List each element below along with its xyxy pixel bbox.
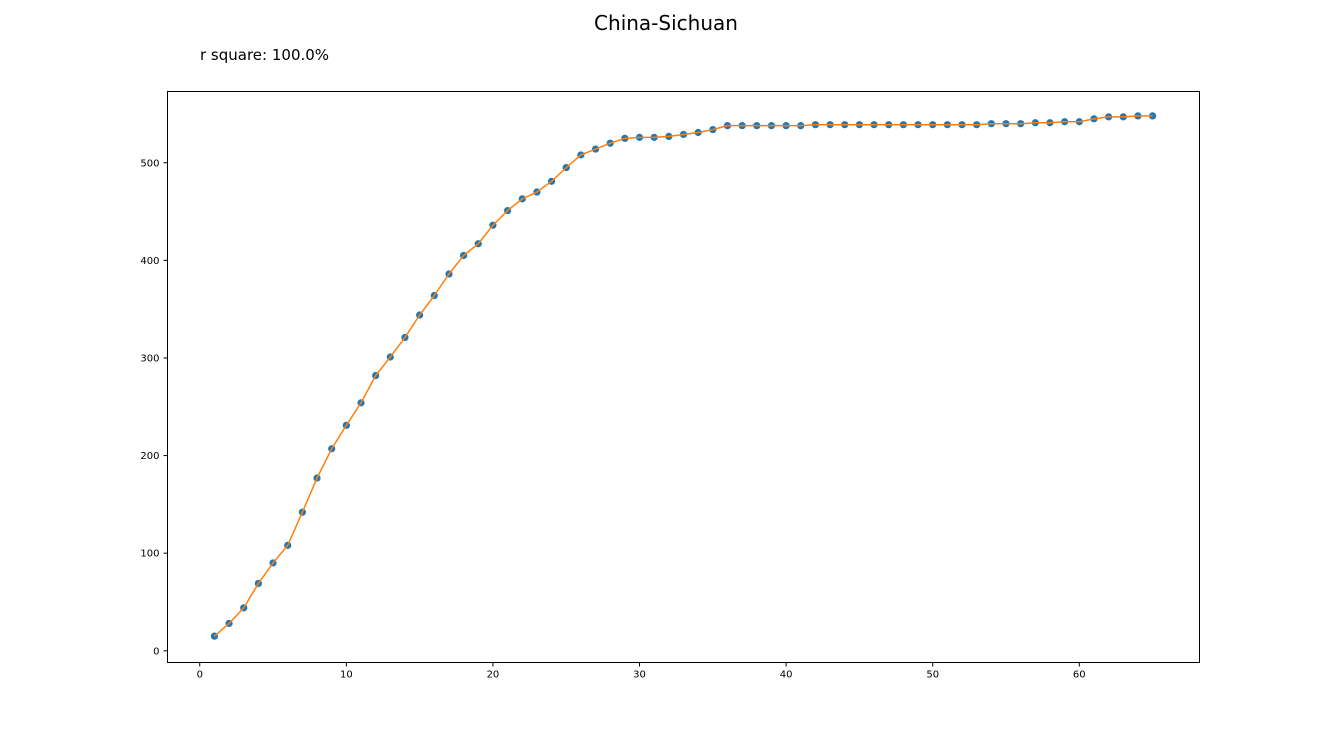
x-tick-label: 30 — [633, 670, 646, 681]
y-tick-label: 100 — [140, 549, 159, 560]
x-tick-label: 10 — [340, 670, 353, 681]
plot-area — [210, 112, 1157, 640]
x-tick-label: 40 — [780, 670, 793, 681]
x-axis: 0 10 20 30 40 50 60 — [197, 662, 1086, 681]
y-tick-label: 400 — [140, 256, 159, 267]
y-axis: 0 100 200 300 400 500 — [140, 158, 168, 657]
r-square-label: r square: 100.0% — [200, 46, 329, 64]
x-tick-label: 60 — [1073, 670, 1086, 681]
fit-line — [213, 115, 1153, 637]
y-tick-label: 0 — [153, 646, 159, 657]
x-tick-label: 0 — [197, 670, 203, 681]
x-tick-label: 20 — [487, 670, 500, 681]
y-tick-label: 500 — [140, 158, 159, 169]
y-tick-label: 300 — [140, 353, 159, 364]
plot-frame — [167, 91, 1200, 663]
chart-title: China-Sichuan — [594, 11, 738, 35]
y-tick-label: 200 — [140, 451, 159, 462]
data-point — [1148, 112, 1157, 120]
x-tick-label: 50 — [926, 670, 939, 681]
